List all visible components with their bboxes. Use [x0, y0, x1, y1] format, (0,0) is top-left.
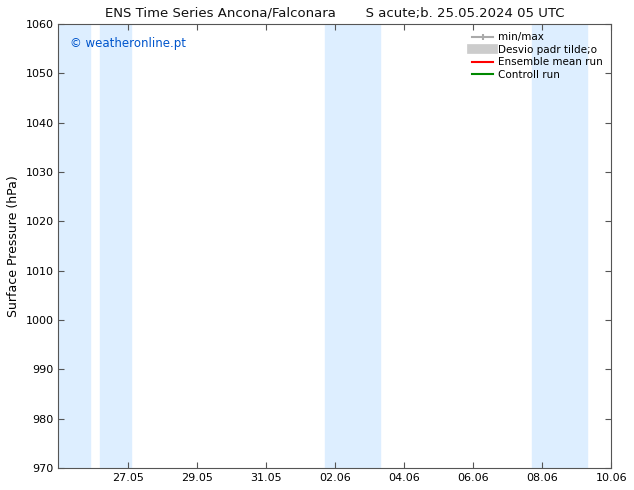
Bar [58, 24, 89, 468]
Bar [559, 24, 587, 468]
Title: ENS Time Series Ancona/Falconara       S acute;b. 25.05.2024 05 UTC: ENS Time Series Ancona/Falconara S acute… [105, 7, 565, 20]
Bar [532, 24, 559, 468]
Legend: min/max, Desvio padr tilde;o, Ensemble mean run, Controll run: min/max, Desvio padr tilde;o, Ensemble m… [469, 29, 606, 83]
Bar [100, 24, 131, 468]
Text: © weatheronline.pt: © weatheronline.pt [70, 37, 186, 50]
Bar [325, 24, 352, 468]
Bar [352, 24, 380, 468]
Y-axis label: Surface Pressure (hPa): Surface Pressure (hPa) [7, 175, 20, 317]
